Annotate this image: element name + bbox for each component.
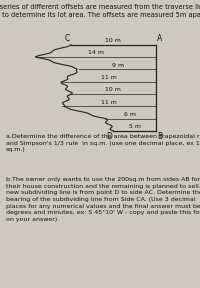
Text: 11 m: 11 m [101, 75, 117, 80]
Text: D: D [107, 132, 112, 141]
Text: a.Determine the difference of the area between Trapezoidal rule
and Simpson's 1/: a.Determine the difference of the area b… [6, 134, 200, 152]
Text: A series of different offsets are measured from the traverse line
AB to determin: A series of different offsets are measur… [0, 4, 200, 18]
Text: 5 m: 5 m [129, 124, 141, 129]
Text: B: B [157, 132, 162, 141]
Text: 11 m: 11 m [101, 100, 117, 105]
Text: 6 m: 6 m [124, 112, 136, 117]
Text: C: C [65, 34, 70, 43]
Text: 9 m: 9 m [112, 62, 124, 68]
Text: 10 m: 10 m [105, 87, 121, 92]
Text: b.The owner only wants to use the 200sq.m from sides AB for
their house construc: b.The owner only wants to use the 200sq.… [6, 177, 200, 222]
Text: A: A [157, 34, 162, 43]
Text: 14 m: 14 m [88, 50, 104, 55]
Text: 10 m: 10 m [105, 38, 121, 43]
